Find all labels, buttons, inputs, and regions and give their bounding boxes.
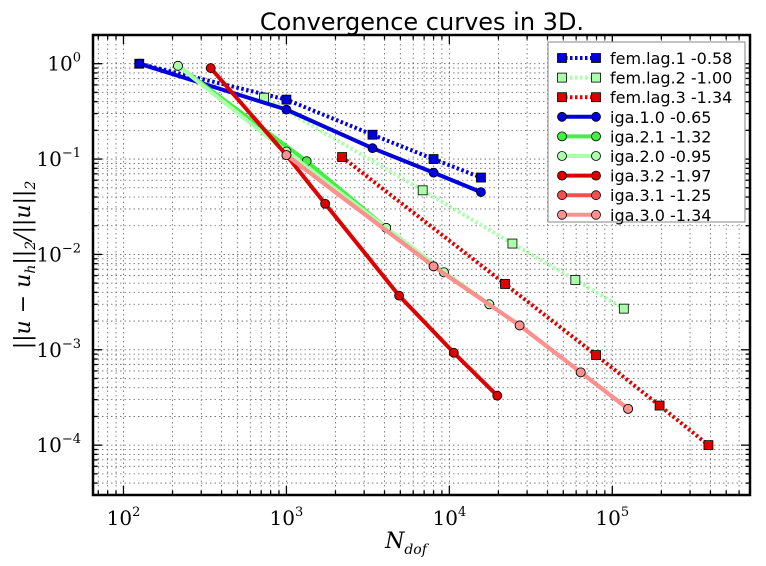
legend-label: iga.3.1 -1.25 (610, 186, 711, 205)
y-tick-label: 10−1 (36, 146, 81, 171)
data-point (281, 104, 292, 115)
data-point (281, 150, 292, 161)
legend-box (547, 41, 746, 223)
legend-marker (591, 53, 601, 63)
y-tick-label: 10−4 (36, 432, 81, 457)
chart-title: Convergence curves in 3D. (260, 8, 584, 36)
data-point (623, 403, 633, 414)
series-4 (134, 58, 486, 198)
legend-marker (591, 92, 601, 103)
legend-label: iga.2.1 -1.32 (610, 127, 711, 146)
series-line (263, 95, 625, 311)
legend-marker (557, 151, 567, 161)
data-point (448, 347, 459, 358)
data-point (507, 238, 518, 249)
data-point (173, 60, 183, 71)
series-line (208, 66, 500, 398)
data-point (417, 185, 428, 196)
x-tick-label: 102 (107, 505, 141, 530)
legend-label: iga.3.0 -1.34 (610, 206, 711, 225)
legend-label: fem.lag.3 -1.34 (610, 88, 732, 107)
legend-marker (557, 209, 567, 220)
legend-marker (591, 151, 601, 161)
y-tick-label: 10−2 (36, 241, 81, 266)
data-point (428, 167, 439, 178)
legend-marker (591, 131, 601, 142)
x-tick-label: 104 (432, 505, 466, 530)
legend-marker (557, 111, 567, 122)
data-point (492, 390, 503, 401)
legend-marker (557, 72, 567, 83)
series-2 (259, 92, 629, 314)
data-point (428, 261, 439, 272)
data-point (500, 279, 510, 289)
plot-frame (91, 33, 752, 497)
x-tick-label: 103 (270, 505, 304, 530)
legend-label: fem.lag.2 -1.00 (610, 69, 732, 88)
legend-marker (557, 53, 567, 63)
data-point (618, 303, 629, 314)
data-point (575, 367, 586, 378)
data-point (320, 198, 331, 209)
legend-label: iga.1.0 -0.65 (610, 108, 711, 127)
ticks: 102 103 104 105 100 10−1 10−2 10−3 10−4 (36, 34, 751, 530)
series-9 (281, 150, 633, 414)
legend-marker (591, 72, 601, 83)
data-point (428, 154, 439, 164)
series-layer (134, 58, 714, 451)
legend-marker (557, 131, 567, 142)
data-point (281, 94, 292, 105)
legend-marker (591, 111, 601, 122)
legend-label: iga.3.2 -1.97 (610, 167, 711, 186)
legend-marker (591, 190, 601, 201)
legend-label: fem.lag.1 -0.58 (610, 49, 732, 68)
legend-marker (557, 190, 567, 201)
legend-marker (591, 170, 601, 181)
data-point (134, 58, 145, 69)
series-3 (337, 152, 714, 451)
data-point (476, 172, 486, 183)
data-point (654, 400, 665, 411)
data-point (703, 440, 714, 451)
legend-marker (557, 170, 567, 181)
data-point (205, 63, 216, 73)
data-point (476, 187, 486, 198)
legend-label: iga.2.0 -0.95 (610, 147, 711, 166)
x-axis-label: Ndof (384, 529, 430, 558)
data-point (514, 320, 525, 331)
data-point (337, 152, 348, 162)
data-point (570, 275, 581, 285)
series-line (138, 61, 482, 180)
y-tick-label: 10−3 (36, 337, 81, 362)
data-point (591, 350, 601, 360)
legend-marker (591, 209, 601, 220)
x-tick-label: 105 (595, 505, 629, 530)
data-point (367, 143, 378, 154)
y-axis-label: ||u − uh||2/||u||2 (11, 181, 39, 350)
data-point (367, 129, 378, 140)
y-tick-label: 100 (47, 51, 81, 76)
data-point (394, 290, 404, 301)
legend-marker (557, 92, 567, 103)
